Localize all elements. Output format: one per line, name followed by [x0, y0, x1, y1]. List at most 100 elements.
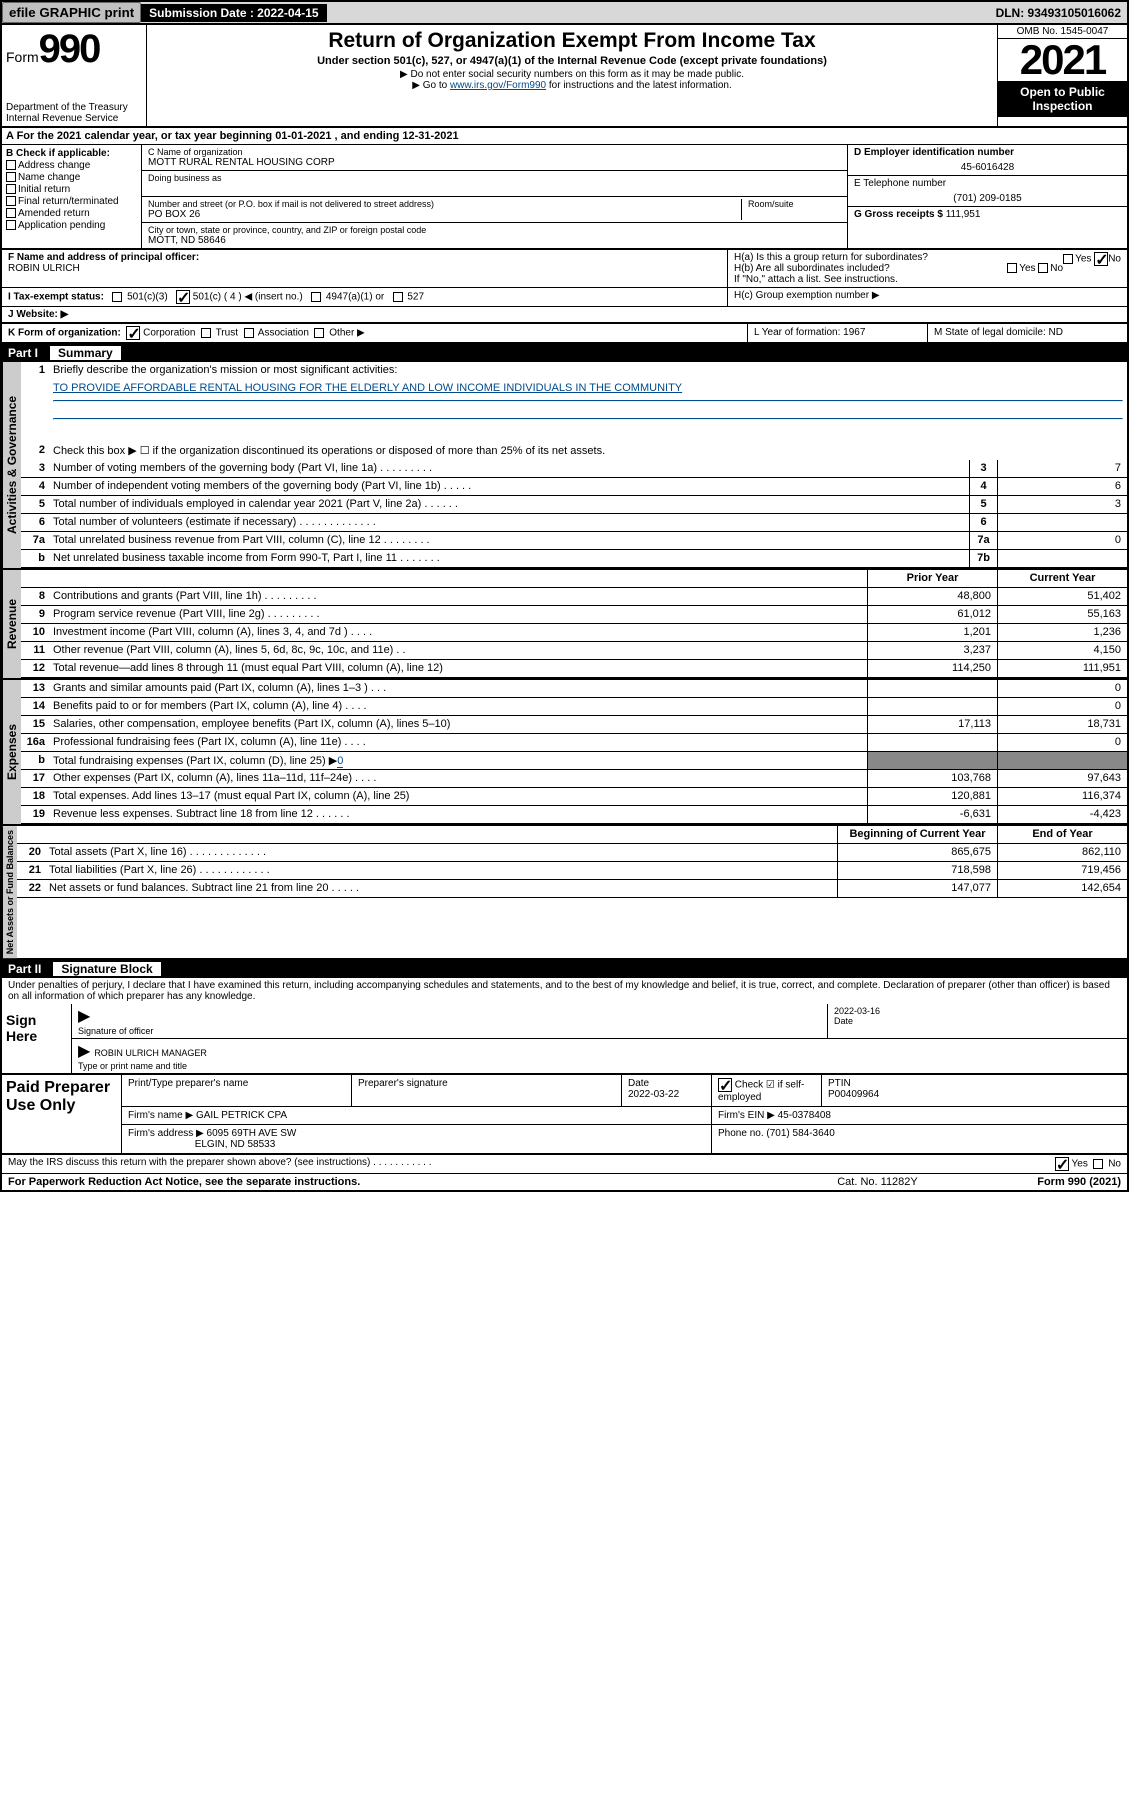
- type-name-label: Type or print name and title: [78, 1061, 187, 1071]
- p19: -6,631: [867, 806, 997, 823]
- col-prior: Prior Year: [867, 570, 997, 587]
- subtitle-1: Under section 501(c), 527, or 4947(a)(1)…: [151, 55, 993, 67]
- chk-discuss-yes[interactable]: [1055, 1157, 1069, 1171]
- c15: 18,731: [997, 716, 1127, 733]
- p11: 3,237: [867, 642, 997, 659]
- vtab-expenses: Expenses: [2, 680, 21, 824]
- firm-ein-label: Firm's EIN ▶: [718, 1110, 775, 1121]
- chk-discuss-no[interactable]: [1093, 1159, 1103, 1169]
- chk-assoc[interactable]: [244, 328, 254, 338]
- chk-final-return[interactable]: [6, 196, 16, 206]
- v4: 6: [997, 478, 1127, 495]
- c18: 116,374: [997, 788, 1127, 805]
- l9: Program service revenue (Part VIII, line…: [49, 606, 867, 623]
- chk-527[interactable]: [393, 292, 403, 302]
- p16a: [867, 734, 997, 751]
- e22: 142,654: [997, 880, 1127, 897]
- mission-text: TO PROVIDE AFFORDABLE RENTAL HOUSING FOR…: [49, 380, 1127, 398]
- l15: Salaries, other compensation, employee b…: [49, 716, 867, 733]
- sig-date: 2022-03-16: [834, 1006, 880, 1016]
- l20: Total assets (Part X, line 16) . . . . .…: [45, 844, 837, 861]
- chk-amended[interactable]: [6, 208, 16, 218]
- addr-label: Number and street (or P.O. box if mail i…: [148, 199, 741, 209]
- p17: 103,768: [867, 770, 997, 787]
- l21: Total liabilities (Part X, line 26) . . …: [45, 862, 837, 879]
- c16a: 0: [997, 734, 1127, 751]
- c14: 0: [997, 698, 1127, 715]
- chk-hb-no[interactable]: [1038, 263, 1048, 273]
- sig-date-label: Date: [834, 1016, 853, 1026]
- hb-label: H(b) Are all subordinates included?: [734, 263, 890, 274]
- c9: 55,163: [997, 606, 1127, 623]
- chk-501c[interactable]: [176, 290, 190, 304]
- city-label: City or town, state or province, country…: [148, 225, 841, 235]
- preparer-sig-label: Preparer's signature: [352, 1075, 622, 1106]
- vtab-revenue: Revenue: [2, 570, 21, 678]
- gross-receipts: 111,951: [946, 209, 981, 220]
- dept-treasury: Department of the Treasury: [6, 102, 142, 113]
- irs-link[interactable]: www.irs.gov/Form990: [450, 80, 546, 91]
- part1-num: Part I: [8, 346, 50, 360]
- chk-name-change[interactable]: [6, 172, 16, 182]
- tel-label: E Telephone number: [854, 178, 1121, 189]
- subtitle-2: ▶ Do not enter social security numbers o…: [151, 69, 993, 80]
- room-label: Room/suite: [748, 199, 841, 209]
- org-name: MOTT RURAL RENTAL HOUSING CORP: [148, 157, 841, 168]
- phone-label: Phone no.: [718, 1128, 764, 1139]
- vtab-activities: Activities & Governance: [2, 362, 21, 568]
- c8: 51,402: [997, 588, 1127, 605]
- sign-here-label: Sign Here: [2, 1004, 72, 1073]
- chk-self-employed[interactable]: [718, 1078, 732, 1092]
- q6: Total number of volunteers (estimate if …: [49, 514, 969, 531]
- paid-preparer-label: Paid Preparer Use Only: [2, 1075, 122, 1153]
- chk-hb-yes[interactable]: [1007, 263, 1017, 273]
- q5: Total number of individuals employed in …: [49, 496, 969, 513]
- ptin-label: PTIN: [828, 1078, 851, 1089]
- c10: 1,236: [997, 624, 1127, 641]
- b22: 147,077: [837, 880, 997, 897]
- chk-ha-yes[interactable]: [1063, 254, 1073, 264]
- l16b: Total fundraising expenses (Part IX, col…: [49, 752, 867, 769]
- form-title: Return of Organization Exempt From Incom…: [151, 29, 993, 53]
- hb-note: If "No," attach a list. See instructions…: [734, 274, 1121, 285]
- p13: [867, 680, 997, 697]
- city-state-zip: MOTT, ND 58646: [148, 235, 841, 246]
- gross-label: G Gross receipts $: [854, 209, 943, 220]
- irs-discuss: May the IRS discuss this return with the…: [8, 1157, 1055, 1171]
- l17: Other expenses (Part IX, column (A), lin…: [49, 770, 867, 787]
- efile-print-button[interactable]: efile GRAPHIC print: [2, 2, 141, 23]
- ein: 45-6016428: [854, 162, 1121, 173]
- e21: 719,456: [997, 862, 1127, 879]
- chk-corp[interactable]: [126, 326, 140, 340]
- chk-trust[interactable]: [201, 328, 211, 338]
- chk-4947[interactable]: [311, 292, 321, 302]
- p14: [867, 698, 997, 715]
- l16a: Professional fundraising fees (Part IX, …: [49, 734, 867, 751]
- l19: Revenue less expenses. Subtract line 18 …: [49, 806, 867, 823]
- chk-address-change[interactable]: [6, 160, 16, 170]
- l22: Net assets or fund balances. Subtract li…: [45, 880, 837, 897]
- ha-label: H(a) Is this a group return for subordin…: [734, 252, 928, 263]
- preparer-name-label: Print/Type preparer's name: [122, 1075, 352, 1106]
- firm-addr1: 6095 69TH AVE SW: [207, 1128, 297, 1139]
- chk-501c3[interactable]: [112, 292, 122, 302]
- chk-other[interactable]: [314, 328, 324, 338]
- firm-ein: 45-0378408: [778, 1110, 831, 1121]
- chk-application-pending[interactable]: [6, 220, 16, 230]
- prep-date-label: Date: [628, 1078, 649, 1089]
- officer-name: ROBIN ULRICH: [8, 263, 721, 274]
- open-public-badge: Open to Public Inspection: [998, 81, 1127, 117]
- firm-addr2: ELGIN, ND 58533: [195, 1139, 276, 1150]
- chk-ha-no[interactable]: [1094, 252, 1108, 266]
- part1-title: Summary: [50, 346, 121, 360]
- q7b: Net unrelated business taxable income fr…: [49, 550, 969, 567]
- chk-initial-return[interactable]: [6, 184, 16, 194]
- p18: 120,881: [867, 788, 997, 805]
- b20: 865,675: [837, 844, 997, 861]
- ptin: P00409964: [828, 1089, 879, 1100]
- dba-label: Doing business as: [148, 173, 841, 183]
- b21: 718,598: [837, 862, 997, 879]
- c13: 0: [997, 680, 1127, 697]
- sig-officer-label: Signature of officer: [78, 1026, 153, 1036]
- q7a: Total unrelated business revenue from Pa…: [49, 532, 969, 549]
